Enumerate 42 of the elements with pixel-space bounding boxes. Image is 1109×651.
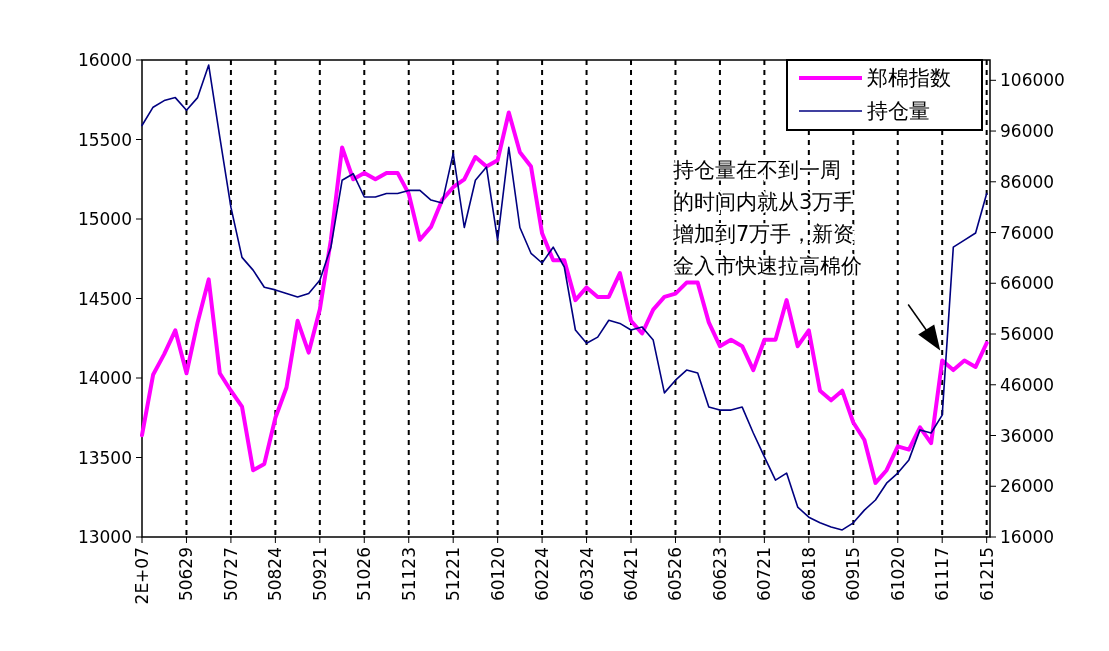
annotation: 的时间内就从3万手 <box>673 190 855 214</box>
x-tick-label: 50727 <box>220 547 241 602</box>
x-tick-label: 60526 <box>665 547 686 602</box>
y-tick-label: 13000 <box>77 527 132 547</box>
y2-tick-label: 36000 <box>1000 425 1055 446</box>
y2-tick-label: 106000 <box>1000 70 1065 91</box>
line-series <box>141 64 988 531</box>
y-tick-label: 15000 <box>77 209 132 229</box>
legend-label: 持仓量 <box>867 99 930 123</box>
y2-tick-label: 86000 <box>1000 171 1055 192</box>
x-tick-label: 60421 <box>621 547 642 602</box>
y2-tick-label: 66000 <box>1000 273 1055 294</box>
y2-tick-label: 96000 <box>1000 121 1055 142</box>
y-tick-label: 16000 <box>77 50 132 70</box>
x-tick-label: 50629 <box>176 547 197 602</box>
x-tick-label: 61117 <box>932 547 953 602</box>
y2-tick-label: 16000 <box>1000 527 1055 547</box>
annotation: 增加到7万手，新资 <box>672 222 855 246</box>
x-tick-label: 61215 <box>976 547 997 602</box>
x-tick-label: 60623 <box>709 547 730 602</box>
x-tick-label: 60224 <box>532 547 553 602</box>
y2-tick-label: 76000 <box>1000 222 1055 243</box>
y-tick-label: 13500 <box>77 447 132 468</box>
x-tick-label: 50824 <box>265 547 286 602</box>
x-tick-label: 2E+07 <box>132 547 152 605</box>
y-tick-label: 14500 <box>77 288 132 309</box>
x-tick-label: 51123 <box>398 547 419 602</box>
x-tick-label: 60915 <box>843 547 864 602</box>
x-tick-label: 60120 <box>487 547 508 602</box>
x-tick-label: 51026 <box>354 547 375 602</box>
y2-tick-label: 26000 <box>1000 476 1055 497</box>
x-tick-label: 60324 <box>576 547 597 602</box>
y-tick-label: 15500 <box>77 129 132 150</box>
y-tick-label: 14000 <box>77 368 132 388</box>
legend-label: 郑棉指数 <box>867 66 951 90</box>
y2-tick-label: 56000 <box>1000 324 1055 345</box>
x-tick-label: 61020 <box>887 547 908 602</box>
y2-tick-label: 46000 <box>1000 374 1055 395</box>
x-tick-label: 60721 <box>754 547 775 602</box>
x-tick-label: 50921 <box>309 547 330 602</box>
x-tick-label: 51221 <box>443 547 464 602</box>
x-tick-label: 60818 <box>798 547 819 602</box>
